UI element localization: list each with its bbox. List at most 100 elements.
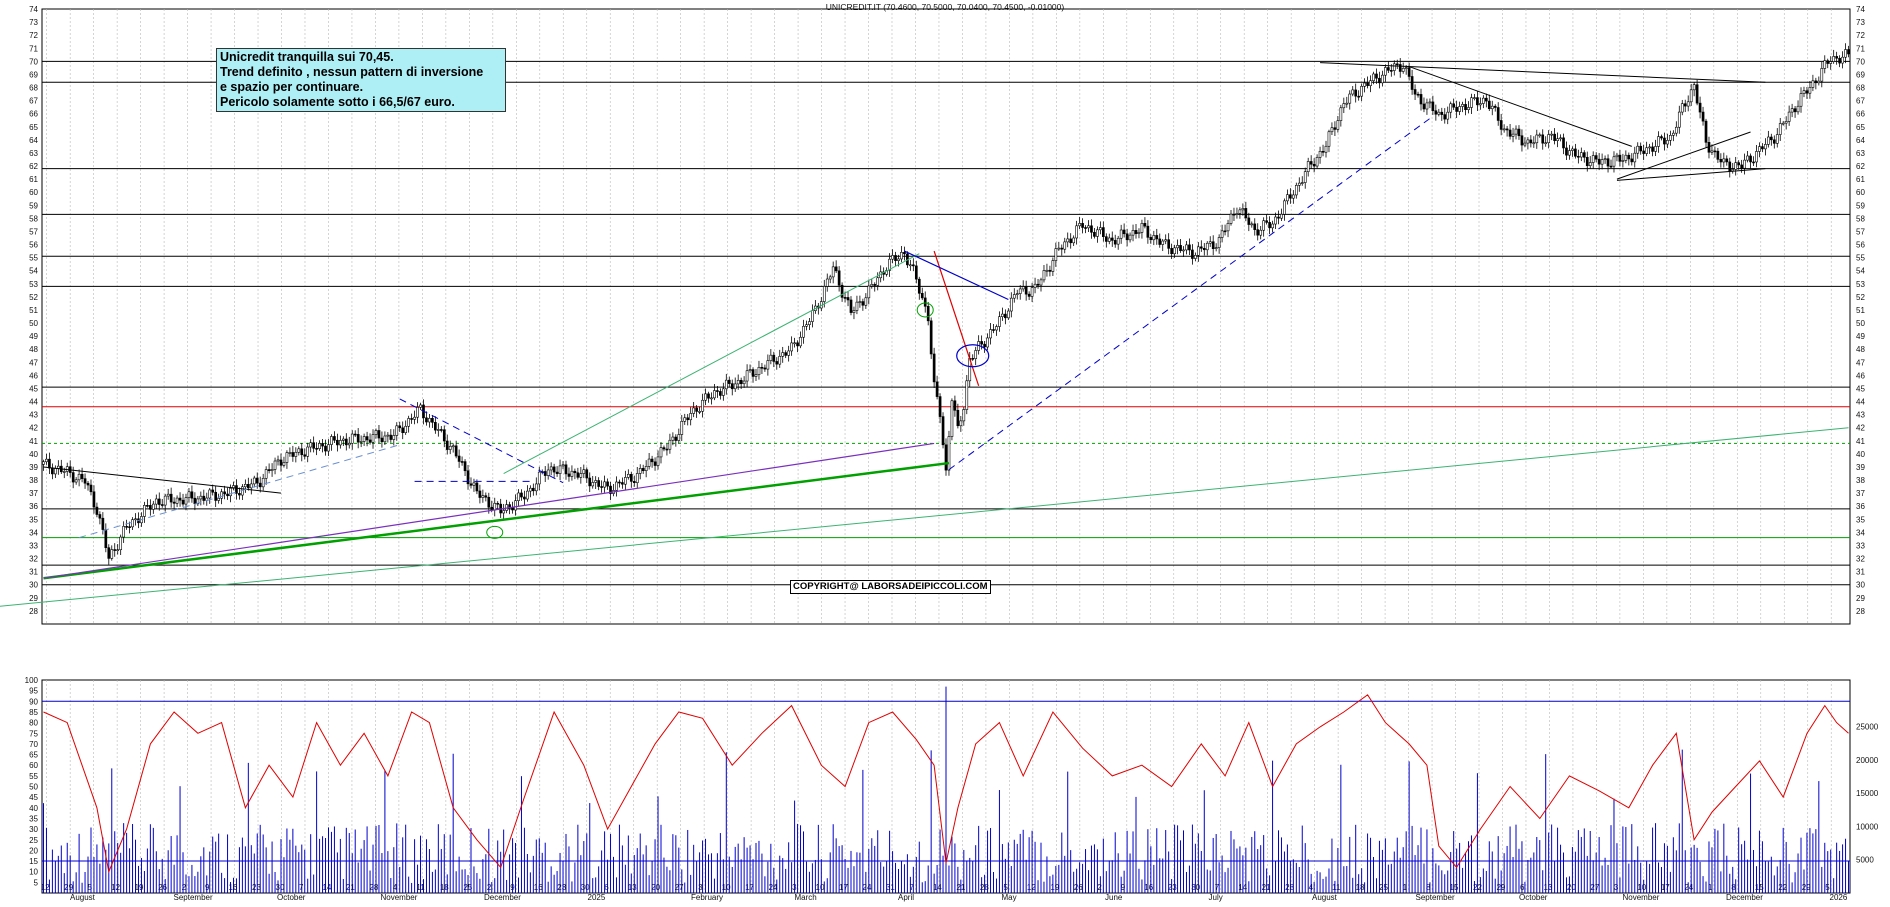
candle-body (1639, 145, 1643, 152)
candle-body (496, 502, 500, 505)
candle-body (1223, 230, 1227, 233)
candle-body (1550, 133, 1553, 136)
candle-body (42, 461, 45, 465)
y-tick-label-right: 30 (1856, 581, 1865, 590)
candle-body (912, 264, 915, 267)
candle-body (1378, 77, 1381, 84)
y-tick-label-oscillator: 25 (29, 836, 38, 845)
y-tick-label-oscillator: 15 (29, 857, 38, 866)
candle-body (51, 467, 54, 475)
candle-body (1443, 114, 1447, 120)
trendline (43, 442, 935, 579)
candle-body (1532, 142, 1536, 145)
candle-body (1384, 67, 1387, 76)
candle-body (558, 465, 562, 474)
candle-body (733, 383, 737, 390)
candle-body (1410, 76, 1414, 90)
candle-body (778, 356, 782, 365)
candle-body (1366, 82, 1369, 86)
candle-body (537, 471, 541, 485)
candle-body (517, 492, 520, 501)
candle-body (629, 473, 633, 482)
candle-body (217, 497, 220, 501)
candle-body (386, 434, 390, 437)
y-tick-label-left: 47 (29, 358, 38, 367)
candle-body (1778, 123, 1782, 135)
candle-body (1704, 120, 1708, 143)
x-tick-label-day: 10 (1637, 883, 1646, 892)
candle-body (1767, 136, 1770, 145)
candle-body (1805, 90, 1809, 94)
candle-body (1603, 158, 1607, 161)
candle-body (870, 284, 874, 287)
x-tick-label-month: 2026 (1830, 893, 1848, 902)
candle-body (163, 495, 167, 506)
candle-body (843, 297, 847, 299)
candle-body (1078, 223, 1081, 227)
candle-body (1039, 279, 1043, 286)
candle-body (1185, 244, 1188, 251)
candle-body (846, 297, 850, 301)
candle-body (1395, 63, 1399, 66)
candle-body (1529, 139, 1533, 144)
y-tick-label-right: 39 (1856, 463, 1865, 472)
candle-body (555, 471, 559, 474)
candle-body (971, 358, 975, 360)
candle-body (1600, 159, 1604, 165)
candle-body (1057, 247, 1061, 250)
candle-body (151, 503, 155, 510)
candle-body (365, 436, 369, 441)
candle-body (211, 489, 215, 493)
candle-body (306, 446, 310, 457)
candle-body (986, 337, 989, 348)
candle-body (460, 461, 464, 463)
candle-body (1324, 145, 1328, 153)
candle-body (1609, 165, 1613, 168)
candle-body (143, 505, 146, 517)
y-tick-label-left: 67 (29, 97, 38, 106)
candle-body (876, 277, 880, 286)
candle-body (149, 505, 152, 510)
y-tick-label-left: 52 (29, 293, 38, 302)
x-tick-label-day: 1 (1403, 883, 1408, 892)
candle-body (45, 458, 48, 463)
candle-body (1096, 229, 1099, 237)
candle-body (707, 393, 710, 399)
candle-body (932, 353, 936, 383)
y-tick-label-right: 62 (1856, 162, 1865, 171)
candle-body (1158, 238, 1162, 245)
y-tick-label-left: 60 (29, 188, 38, 197)
x-tick-label-day: 5 (1003, 883, 1008, 892)
oscillator-line (43, 694, 1849, 874)
candle-body (1063, 241, 1067, 250)
candle-body (1007, 310, 1010, 319)
candle-body (914, 265, 918, 280)
y-tick-label-oscillator: 10 (29, 868, 38, 877)
y-tick-label-left: 31 (29, 568, 38, 577)
candle-body (1526, 139, 1530, 144)
candle-body (1835, 56, 1838, 59)
candle-body (226, 493, 229, 497)
x-tick-label-day: 8 (1426, 883, 1431, 892)
candle-body (950, 400, 954, 437)
candle-body (1253, 223, 1257, 230)
candle-body (1841, 56, 1844, 64)
candle-body (1437, 111, 1441, 115)
candle-body (1654, 146, 1657, 152)
candle-body (1170, 248, 1173, 255)
y-tick-label-right: 56 (1856, 241, 1865, 250)
candle-body (48, 458, 51, 469)
candle-body (1743, 159, 1746, 169)
candle-body (1449, 103, 1453, 113)
y-tick-label-volume: 15000 (1856, 789, 1879, 798)
candle-body (469, 483, 473, 486)
y-tick-label-left: 40 (29, 450, 38, 459)
candle-body (751, 369, 755, 377)
x-tick-label-month: November (1623, 893, 1660, 902)
candle-body (763, 367, 767, 370)
candle-body (790, 342, 793, 352)
candle-body (1369, 80, 1372, 86)
candle-body (861, 301, 865, 306)
x-tick-label-day: 21 (346, 883, 355, 892)
y-tick-label-oscillator: 5 (34, 878, 39, 887)
